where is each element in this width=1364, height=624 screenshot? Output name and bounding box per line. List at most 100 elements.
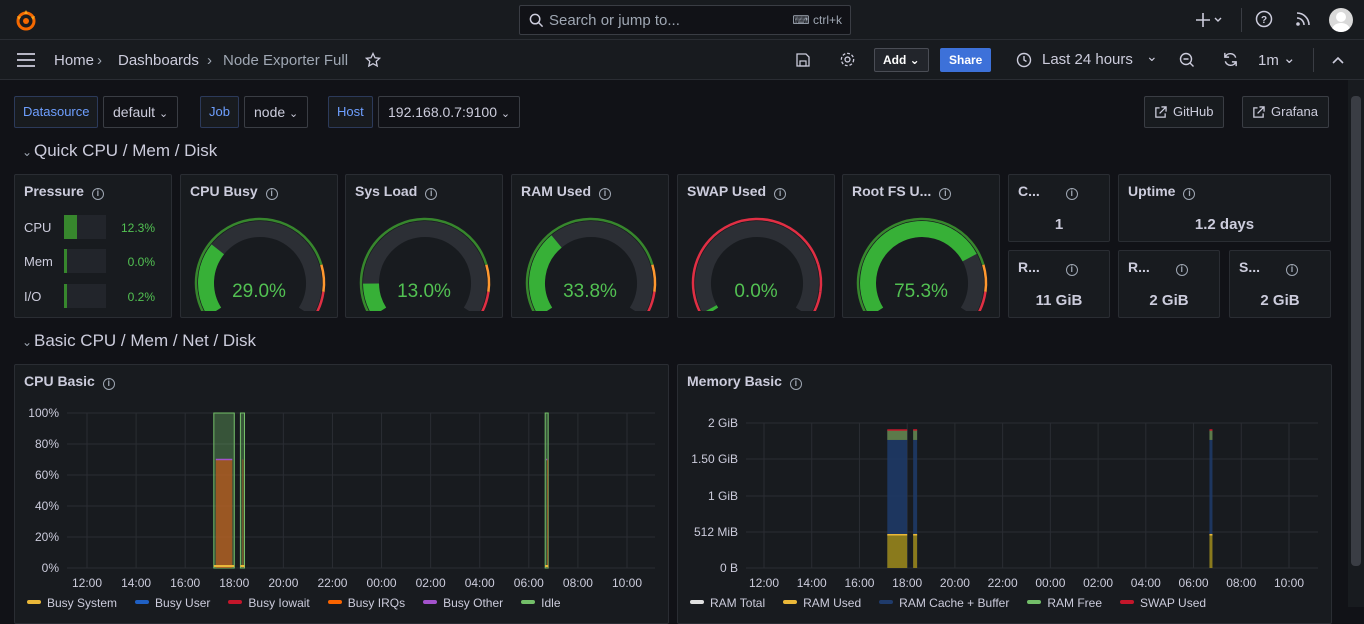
series-used-area — [913, 534, 918, 568]
help-icon[interactable]: ? — [1255, 10, 1273, 28]
refresh-icon[interactable] — [1222, 51, 1239, 68]
variable-select-datasource[interactable]: default ⌄ — [103, 96, 179, 128]
panel-title-text: Pressure — [24, 183, 84, 199]
legend-label: RAM Total — [710, 596, 766, 610]
page-scrollbar[interactable] — [1348, 80, 1364, 607]
legend-label: Busy System — [47, 596, 118, 610]
variable-select-host[interactable]: 192.168.0.7:9100 ⌄ — [378, 96, 521, 128]
breadcrumb-separator: › — [207, 52, 212, 69]
news-rss-icon[interactable] — [1295, 10, 1311, 28]
legend-item[interactable]: Busy Other — [423, 596, 503, 610]
legend-item[interactable]: Busy Iowait — [228, 596, 310, 610]
info-icon[interactable]: i — [91, 188, 104, 200]
series-cache-area — [913, 429, 918, 568]
legend-item[interactable]: SWAP Used — [1120, 596, 1206, 610]
info-icon[interactable]: i — [1286, 264, 1299, 276]
add-button[interactable]: Add ⌄ — [874, 48, 929, 72]
panel-title-text: C... — [1018, 183, 1040, 199]
new-plus-icon[interactable] — [1196, 10, 1224, 30]
breadcrumb-dashboards[interactable]: Dashboards — [118, 52, 199, 69]
x-tick-label: 00:00 — [1035, 576, 1065, 590]
info-icon[interactable]: i — [774, 188, 787, 200]
pressure-value: 0.2% — [127, 290, 155, 304]
github-link-button[interactable]: GitHub — [1144, 96, 1225, 128]
refresh-interval-picker[interactable]: 1m — [1258, 52, 1279, 69]
series-cache-area — [887, 429, 908, 568]
gauge-value: 29.0% — [232, 281, 286, 302]
grafana-link-button[interactable]: Grafana — [1242, 96, 1329, 128]
legend-item[interactable]: RAM Free — [1027, 596, 1102, 610]
gauge-arc — [359, 217, 491, 311]
collapse-chevron-up-icon[interactable] — [1331, 54, 1345, 66]
star-favorite-icon[interactable] — [365, 52, 381, 68]
gauge-arc — [691, 217, 823, 311]
memory-basic-chart[interactable]: 0 B 512 MiB 1 GiB 1.50 GiB 2 GiB 12:00 14:00 16… — [678, 401, 1331, 591]
panel-title: Root FS U... i — [852, 183, 952, 200]
zoom-out-icon[interactable] — [1179, 52, 1195, 68]
gauge-threshold-arc — [485, 264, 491, 292]
info-icon[interactable]: i — [599, 188, 612, 200]
pressure-value: 12.3% — [120, 221, 155, 235]
stat-value: 11 GiB — [1035, 292, 1083, 309]
legend-item[interactable]: RAM Cache + Buffer — [879, 596, 1009, 610]
info-icon[interactable]: i — [939, 188, 952, 200]
panel-title-text: Memory Basic — [687, 373, 782, 389]
info-icon[interactable]: i — [102, 378, 115, 390]
gauge-threshold-arc — [978, 291, 987, 311]
x-tick-label: 10:00 — [1274, 576, 1304, 590]
legend-item[interactable]: RAM Total — [690, 596, 765, 610]
variable-label-job: Job — [200, 96, 239, 128]
gauge-threshold-arc — [817, 264, 823, 292]
save-dashboard-icon[interactable] — [795, 52, 811, 68]
breadcrumb-home[interactable]: Home — [54, 52, 95, 69]
row-header-basic[interactable]: ⌄ Basic CPU / Mem / Net / Disk — [22, 331, 256, 351]
user-avatar[interactable] — [1329, 8, 1353, 32]
gauge-arc — [525, 217, 657, 311]
search-icon — [529, 13, 544, 28]
legend-item[interactable]: Idle — [521, 596, 561, 610]
gauge-arc — [194, 217, 326, 311]
menu-hamburger-icon[interactable] — [16, 52, 36, 68]
legend-label: Busy User — [155, 596, 211, 610]
y-tick-label: 512 MiB — [694, 525, 738, 539]
legend-item[interactable]: Busy IRQs — [327, 596, 405, 610]
panel-cpu-cores: C... i 1 — [1008, 174, 1110, 242]
settings-gear-icon[interactable] — [839, 51, 856, 68]
gauge-value: 0.0% — [734, 281, 778, 302]
legend-label: Busy Iowait — [248, 596, 310, 610]
panel-pressure: Pressure i CPU 12.3% Mem 0.0% I/O 0.2% — [14, 174, 172, 318]
info-icon[interactable]: i — [1183, 188, 1196, 200]
info-icon[interactable]: i — [1065, 188, 1078, 200]
chevron-down-icon[interactable]: ⌄ — [1283, 50, 1296, 67]
legend-swatch — [521, 600, 536, 604]
series-free-area — [913, 429, 918, 440]
info-icon[interactable]: i — [425, 188, 438, 200]
info-icon[interactable]: i — [1065, 264, 1078, 276]
scrollbar-thumb[interactable] — [1351, 96, 1361, 566]
info-icon[interactable]: i — [1175, 264, 1188, 276]
grafana-logo-icon[interactable] — [14, 8, 38, 32]
legend-item[interactable]: Busy User — [135, 596, 210, 610]
row-header-quick[interactable]: ⌄ Quick CPU / Mem / Disk — [22, 141, 217, 161]
cpu-basic-chart[interactable]: 0% 20% 40% 60% 80% 100% 12:00 14:00 16:00 18:00 20… — [15, 401, 668, 591]
chevron-down-icon: ⌄ — [500, 108, 511, 120]
panel-title-text: Uptime — [1128, 183, 1176, 199]
info-icon[interactable]: i — [789, 378, 802, 390]
variable-value: node — [254, 104, 286, 120]
legend-item[interactable]: Busy System — [27, 596, 117, 610]
panel-title-text: R... — [1018, 259, 1040, 275]
x-tick-label: 06:00 — [1179, 576, 1209, 590]
dashboard-nav-bar: Home › Dashboards › Node Exporter Full A… — [0, 40, 1364, 80]
gauge-value: 13.0% — [397, 281, 451, 302]
add-button-label: Add — [883, 53, 907, 67]
variable-select-job[interactable]: node ⌄ — [244, 96, 309, 128]
legend-item[interactable]: RAM Used — [783, 596, 861, 610]
series-free-area — [887, 429, 908, 440]
legend-swatch — [228, 600, 243, 604]
chevron-down-icon: ⌄ — [22, 335, 33, 349]
x-tick-label: 02:00 — [416, 576, 446, 590]
panel-title-text: Sys Load — [355, 183, 418, 199]
search-input[interactable]: Search or jump to... ⌨ ctrl+k — [519, 5, 851, 35]
info-icon[interactable]: i — [265, 188, 278, 200]
share-button[interactable]: Share — [940, 48, 992, 72]
